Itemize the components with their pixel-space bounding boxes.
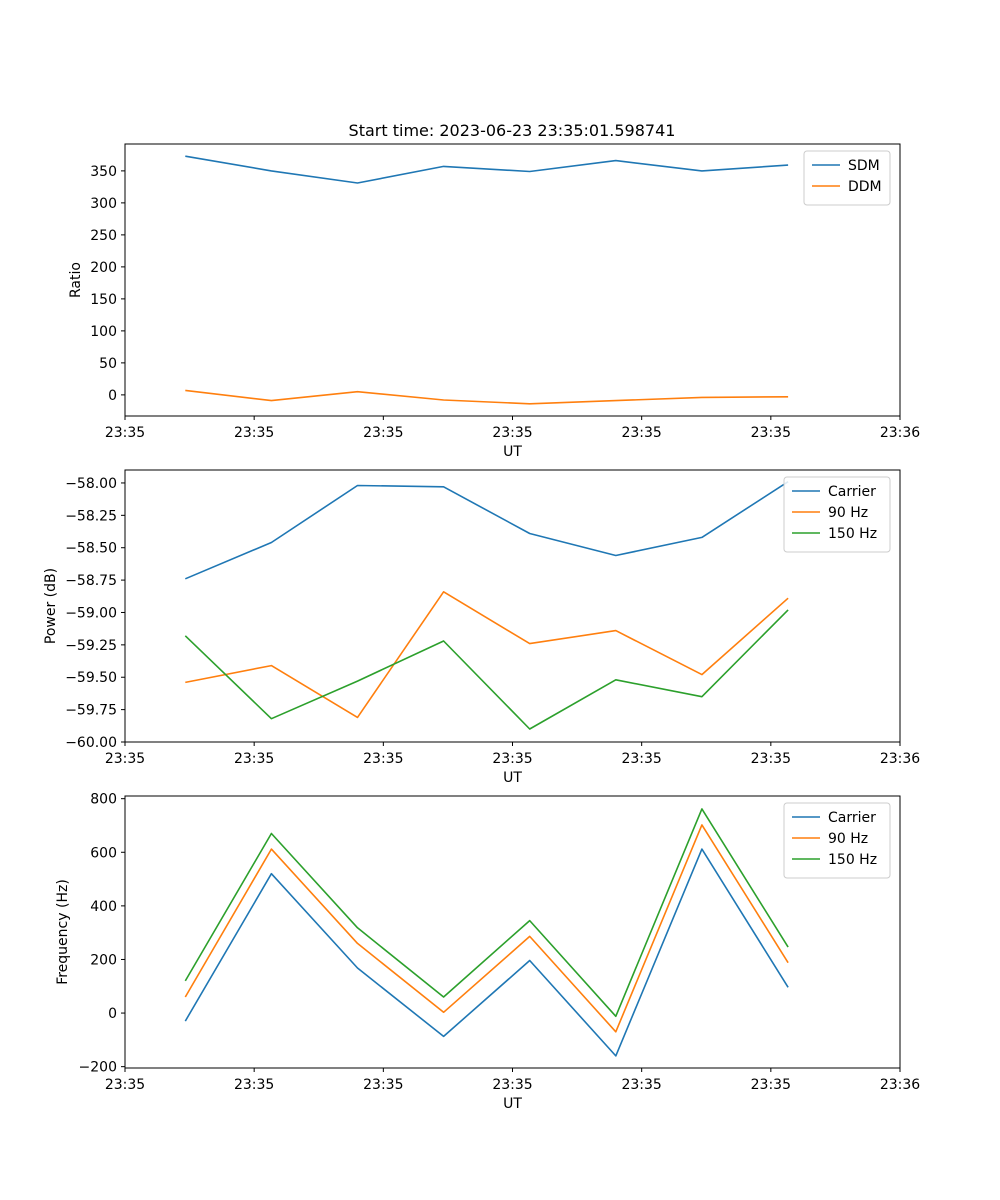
x-tick-label: 23:36 <box>880 1077 920 1093</box>
series-line-150-hz <box>184 808 789 1018</box>
y-tick-label: 50 <box>99 356 117 372</box>
legend-label: 90 Hz <box>828 505 868 521</box>
x-tick-label: 23:35 <box>363 1077 403 1093</box>
x-tick-label: 23:35 <box>234 1077 274 1093</box>
legend-label: 150 Hz <box>828 526 877 542</box>
x-tick-label: 23:35 <box>363 425 403 441</box>
figure-title: Start time: 2023-06-23 23:35:01.598741 <box>349 121 676 140</box>
chart-panel-3: 23:35 23:35 23:35 23:35 23:35 23:35 23:36 −200 0… <box>55 792 920 1112</box>
x-axis-label: UT <box>503 444 522 460</box>
x-axis-label: UT <box>503 770 522 786</box>
y-tick-label: 600 <box>90 845 117 861</box>
x-axis-label: UT <box>503 1096 522 1112</box>
y-tick-label: 200 <box>90 952 117 968</box>
x-tick-label: 23:36 <box>880 751 920 767</box>
x-tick-label: 23:35 <box>234 751 274 767</box>
x-tick-label: 23:35 <box>621 425 661 441</box>
legend-label: 90 Hz <box>828 831 868 847</box>
legend: SDM DDM <box>803 150 891 206</box>
series-line-carrier <box>184 848 789 1057</box>
series-line-90-hz <box>184 824 789 1033</box>
y-tick-label: −58.75 <box>65 573 117 589</box>
x-tick-label: 23:35 <box>751 425 791 441</box>
y-tick-label: 350 <box>90 164 117 180</box>
x-tick-label: 23:35 <box>751 1077 791 1093</box>
y-tick-label: 100 <box>90 324 117 340</box>
y-tick-label: −60.00 <box>65 735 117 751</box>
x-tick-label: 23:36 <box>880 425 920 441</box>
y-axis-label: Power (dB) <box>43 568 59 644</box>
chart-panel-1: 23:35 23:35 23:35 23:35 23:35 23:35 23:36 0 50 10… <box>68 143 920 460</box>
y-axis-label: Frequency (Hz) <box>55 879 71 985</box>
series-line-carrier <box>184 481 789 580</box>
legend-label: Carrier <box>828 484 876 500</box>
legend-label: 150 Hz <box>828 852 877 868</box>
legend-label: DDM <box>848 179 882 195</box>
x-tick-label: 23:35 <box>363 751 403 767</box>
panels: 23:35 23:35 23:35 23:35 23:35 23:35 23:36 0 50 10… <box>43 143 920 1112</box>
x-tick-label: 23:35 <box>105 1077 145 1093</box>
series-line-150-hz <box>184 609 789 730</box>
y-tick-label: 400 <box>90 899 117 915</box>
y-tick-label: 200 <box>90 260 117 276</box>
y-tick-label: 250 <box>90 228 117 244</box>
series-line-90-hz <box>185 590 789 719</box>
x-tick-label: 23:35 <box>492 425 532 441</box>
y-tick-label: −59.00 <box>65 605 117 621</box>
y-tick-label: 800 <box>90 792 117 808</box>
y-tick-label: 0 <box>108 1006 117 1022</box>
x-tick-label: 23:35 <box>492 751 532 767</box>
y-tick-label: −200 <box>79 1060 117 1076</box>
y-tick-label: 300 <box>90 196 117 212</box>
series-line-ddm <box>185 389 789 405</box>
y-tick-label: −58.25 <box>65 508 117 524</box>
x-tick-label: 23:35 <box>492 1077 532 1093</box>
x-tick-label: 23:35 <box>621 1077 661 1093</box>
series-line-sdm <box>185 155 789 184</box>
y-tick-label: 0 <box>108 388 117 404</box>
x-tick-label: 23:35 <box>621 751 661 767</box>
x-tick-label: 23:35 <box>751 751 791 767</box>
legend-label: SDM <box>848 158 880 174</box>
legend-label: Carrier <box>828 810 876 826</box>
y-axis-label: Ratio <box>68 262 84 298</box>
legend: Carrier 90 Hz 150 Hz <box>783 476 891 553</box>
y-tick-label: −59.75 <box>65 703 117 719</box>
legend: Carrier 90 Hz 150 Hz <box>783 802 891 879</box>
y-tick-label: 150 <box>90 292 117 308</box>
y-tick-label: −59.50 <box>65 670 117 686</box>
x-tick-label: 23:35 <box>105 425 145 441</box>
y-tick-label: −58.50 <box>65 541 117 557</box>
y-tick-label: −58.00 <box>65 476 117 492</box>
y-tick-label: −59.25 <box>65 638 117 654</box>
x-tick-label: 23:35 <box>105 751 145 767</box>
x-tick-label: 23:35 <box>234 425 274 441</box>
chart-panel-2: 23:35 23:35 23:35 23:35 23:35 23:35 23:36 −60.0… <box>43 469 920 786</box>
